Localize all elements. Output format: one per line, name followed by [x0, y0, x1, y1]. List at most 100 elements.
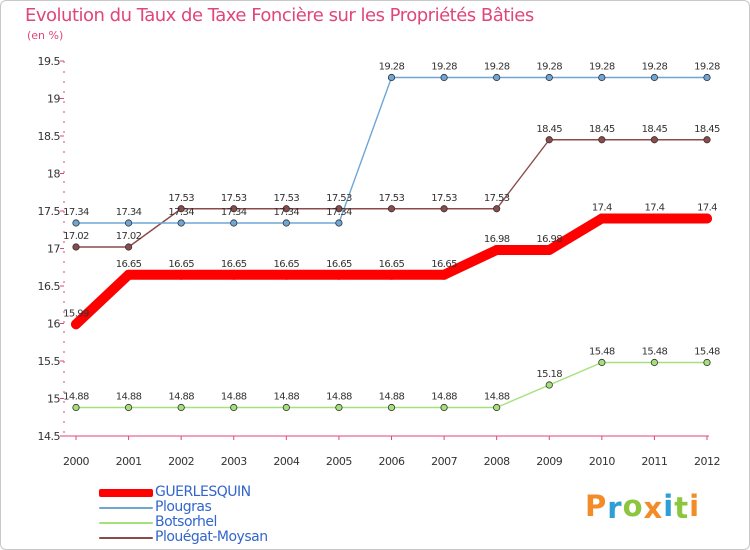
logo-letter: t [674, 491, 690, 525]
data-point [281, 269, 292, 280]
data-point [387, 73, 396, 82]
x-tick-label: 2008 [484, 455, 510, 468]
data-point [493, 403, 501, 412]
legend-label: Plouégat-Moysan [155, 529, 268, 545]
x-tick-label: 2010 [589, 455, 615, 468]
proxiti-logo: Proxiti [585, 489, 700, 525]
data-point [335, 219, 343, 227]
logo-letter: x [643, 491, 664, 525]
data-label: 19.28 [431, 62, 457, 73]
data-point [124, 403, 133, 412]
data-label: 16.65 [221, 259, 247, 270]
data-point [230, 205, 238, 213]
data-point [230, 403, 238, 412]
data-point [282, 205, 290, 213]
data-point [177, 403, 185, 412]
data-label: 14.88 [274, 392, 300, 403]
data-point [124, 219, 133, 227]
x-tick-label: 2009 [536, 455, 562, 468]
data-point [439, 269, 450, 280]
data-label: 18.45 [642, 124, 668, 135]
legend-swatch [99, 489, 153, 497]
logo-letter: o [622, 489, 644, 523]
data-point [703, 136, 711, 144]
unit-label: (en %) [27, 29, 64, 42]
y-tick-label: 19.5 [38, 55, 61, 68]
y-tick-label: 19 [47, 93, 60, 106]
y-tick-label: 17.5 [38, 205, 61, 218]
data-point [440, 205, 448, 213]
data-point [335, 403, 343, 412]
x-tick-label: 2001 [116, 455, 142, 468]
data-point [545, 381, 553, 389]
data-label: 17.53 [379, 193, 405, 204]
data-label: 15.48 [589, 347, 615, 358]
data-label: 14.88 [431, 392, 457, 403]
data-point [282, 403, 290, 412]
data-label: 17.02 [116, 231, 142, 242]
x-tick-label: 2005 [326, 455, 352, 468]
legend-label: Plougras [155, 499, 212, 515]
data-point [649, 213, 660, 224]
data-label: 14.88 [168, 392, 194, 403]
data-label: 19.28 [379, 62, 405, 73]
data-label: 17.34 [274, 207, 300, 218]
data-point [598, 73, 606, 82]
data-label: 17.4 [644, 203, 664, 214]
data-point [598, 358, 606, 367]
data-label: 16.65 [379, 259, 405, 270]
data-label: 17.02 [63, 231, 89, 242]
x-tick-label: 2000 [63, 455, 89, 468]
data-label: 19.28 [589, 62, 615, 73]
data-point [545, 136, 553, 144]
data-labels: 15.99 16.65 16.65 16.65 16.65 16.65 16.65 16.65… [63, 62, 720, 403]
data-label: 14.88 [63, 392, 89, 403]
data-label: 14.88 [221, 392, 247, 403]
data-point [650, 358, 659, 367]
data-point [228, 269, 239, 280]
data-label: 17.34 [326, 207, 352, 218]
x-tick-label: 2011 [641, 455, 667, 468]
x-tick-label: 2004 [273, 455, 299, 468]
x-tick-label: 2002 [168, 455, 194, 468]
data-label: 17.34 [63, 207, 89, 218]
data-point [123, 269, 134, 280]
data-label: 17.34 [168, 207, 194, 218]
data-label: 16.65 [116, 259, 142, 270]
logo-letter: i [663, 489, 675, 523]
data-label: 14.88 [379, 392, 405, 403]
data-label: 16.65 [168, 259, 194, 270]
y-tick-label: 16 [47, 318, 60, 331]
data-label: 16.98 [484, 234, 510, 245]
data-label: 16.98 [536, 234, 562, 245]
data-point [72, 243, 80, 251]
y-tick-label: 15 [47, 393, 60, 406]
data-point [493, 73, 501, 82]
data-point [72, 219, 80, 227]
data-point [333, 269, 344, 280]
data-point [176, 269, 187, 280]
data-label: 17.53 [326, 193, 352, 204]
data-point [491, 245, 502, 255]
data-point [335, 205, 343, 213]
data-label: 17.4 [697, 203, 717, 214]
x-tick-label: 2012 [694, 455, 720, 468]
data-point [545, 73, 553, 82]
chart-title: Evolution du Taux de Taxe Foncière sur l… [25, 5, 534, 26]
data-label: 17.53 [274, 193, 300, 204]
data-label: 14.88 [326, 392, 352, 403]
y-tick-label: 16.5 [38, 280, 61, 293]
data-label: 15.48 [642, 347, 668, 358]
legend-label: GUERLESQUIN [155, 484, 251, 500]
logo-letter: r [607, 491, 623, 525]
axes: 14.5 15 15.5 16 16.5 17 17.5 18 18.5 19 19.5 2000 20… [38, 55, 721, 468]
legend-swatch [99, 537, 153, 539]
data-point [177, 205, 185, 213]
y-tick-label: 15.5 [38, 355, 61, 368]
data-point [703, 358, 711, 367]
data-point [440, 403, 448, 412]
data-point [230, 219, 238, 227]
data-label: 16.65 [326, 259, 352, 270]
y-tick-label: 17 [47, 243, 60, 256]
